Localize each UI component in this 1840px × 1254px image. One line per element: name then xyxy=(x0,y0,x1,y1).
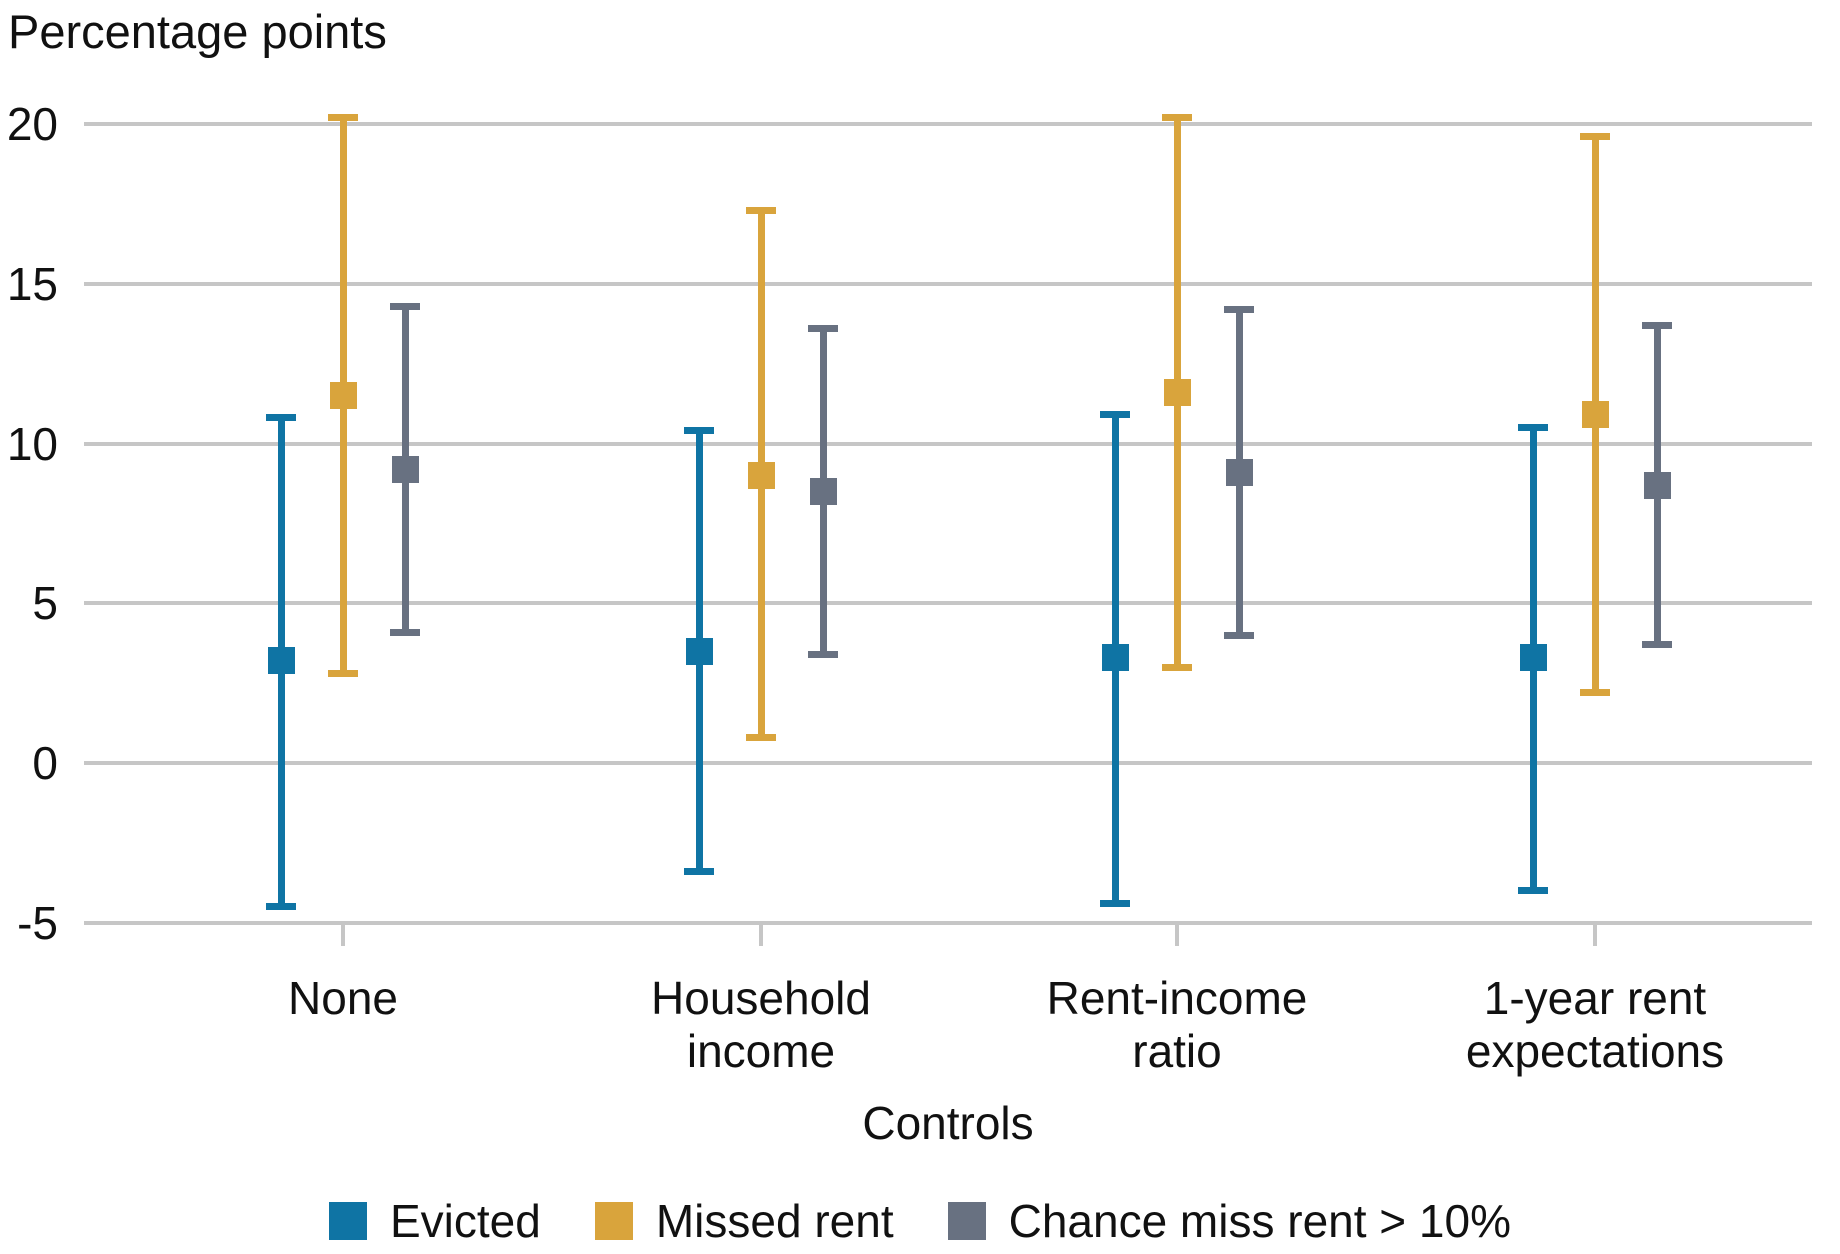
gridline-y-20 xyxy=(84,122,1812,126)
y-tick-label-5: 5 xyxy=(32,577,58,630)
x-tick-label-household-income: Household income xyxy=(651,972,871,1078)
ci-lower-cap-evicted-rent-income-ratio xyxy=(1100,900,1130,908)
point-marker-evicted-rent-income-ratio xyxy=(1101,644,1129,672)
legend-item-missed-rent: Missed rent xyxy=(594,1195,894,1247)
ci-lower-cap-chance-miss-rent-10-1-year-rent-expectations xyxy=(1642,641,1672,649)
legend-item-chance-miss-rent-10: Chance miss rent > 10% xyxy=(947,1195,1511,1247)
legend-swatch-evicted xyxy=(328,1202,367,1240)
ci-upper-cap-chance-miss-rent-10-none xyxy=(390,302,420,310)
legend-label-evicted: Evicted xyxy=(389,1195,541,1247)
point-marker-chance-miss-rent-10-rent-income-ratio xyxy=(1225,458,1253,486)
point-marker-evicted-none xyxy=(267,647,295,675)
x-tick-label-line: ratio xyxy=(1132,1025,1222,1077)
point-marker-chance-miss-rent-10-none xyxy=(391,455,419,483)
point-marker-chance-miss-rent-10-household-income xyxy=(809,477,837,505)
x-tick-none xyxy=(341,922,345,946)
x-tick-1-year-rent-expectations xyxy=(1593,922,1597,946)
x-tick-household-income xyxy=(759,922,763,946)
x-tick-label-rent-income-ratio: Rent-income ratio xyxy=(1047,972,1308,1078)
point-marker-missed-rent-rent-income-ratio xyxy=(1163,378,1191,406)
ci-lower-cap-evicted-none xyxy=(266,903,296,911)
point-marker-evicted-1-year-rent-expectations xyxy=(1519,644,1547,672)
y-tick-label-5: -5 xyxy=(17,896,58,949)
y-tick-label-20: 20 xyxy=(6,98,58,150)
y-axis-unit-title: Percentage points xyxy=(8,5,387,58)
ci-lower-cap-chance-miss-rent-10-rent-income-ratio xyxy=(1224,631,1254,639)
legend-item-evicted: Evicted xyxy=(328,1195,541,1247)
legend-label-chance-miss-rent-10: Chance miss rent > 10% xyxy=(1008,1195,1511,1247)
ci-upper-cap-evicted-rent-income-ratio xyxy=(1100,411,1130,419)
y-tick-label-10: 10 xyxy=(6,417,58,470)
gridline-y-15 xyxy=(84,281,1812,286)
ci-lower-cap-missed-rent-rent-income-ratio xyxy=(1162,663,1192,671)
point-marker-chance-miss-rent-10-1-year-rent-expectations xyxy=(1643,471,1671,499)
ci-upper-cap-missed-rent-1-year-rent-expectations xyxy=(1580,133,1610,141)
point-marker-missed-rent-1-year-rent-expectations xyxy=(1581,401,1609,429)
ci-lower-cap-missed-rent-household-income xyxy=(746,733,776,741)
ci-upper-cap-missed-rent-none xyxy=(328,114,358,122)
point-marker-missed-rent-none xyxy=(329,382,357,410)
gridline-y-5 xyxy=(84,920,1812,925)
x-tick-label-line: 1-year rent xyxy=(1483,972,1707,1024)
gridline-y-10 xyxy=(84,441,1812,446)
ci-upper-cap-chance-miss-rent-10-rent-income-ratio xyxy=(1224,305,1254,313)
ci-upper-cap-evicted-household-income xyxy=(684,427,714,435)
ci-lower-cap-chance-miss-rent-10-household-income xyxy=(808,650,838,658)
point-marker-missed-rent-household-income xyxy=(747,461,775,489)
x-tick-label-line: income xyxy=(686,1025,836,1077)
ci-upper-cap-missed-rent-household-income xyxy=(746,206,776,214)
x-tick-label-line: expectations xyxy=(1465,1025,1725,1077)
y-tick-label-0: 0 xyxy=(32,737,58,789)
x-tick-label-line: Rent-income xyxy=(1046,972,1308,1024)
ci-upper-cap-chance-miss-rent-10-household-income xyxy=(808,324,838,332)
legend-swatch-chance-miss-rent-10 xyxy=(947,1202,986,1240)
ci-lower-cap-missed-rent-1-year-rent-expectations xyxy=(1580,689,1610,697)
ci-lower-cap-chance-miss-rent-10-none xyxy=(390,628,420,636)
ci-lower-cap-evicted-1-year-rent-expectations xyxy=(1518,887,1548,895)
x-tick-rent-income-ratio xyxy=(1175,922,1179,946)
gridline-y-0 xyxy=(84,761,1812,765)
x-tick-label-line: None xyxy=(288,972,398,1024)
legend: Evicted Missed rent Chance miss rent > 10% xyxy=(0,1198,1840,1244)
ci-upper-cap-missed-rent-rent-income-ratio xyxy=(1162,114,1192,122)
ci-upper-cap-evicted-1-year-rent-expectations xyxy=(1518,424,1548,432)
point-marker-evicted-household-income xyxy=(685,637,713,665)
legend-swatch-missed-rent xyxy=(594,1202,633,1240)
y-tick-label-15: 15 xyxy=(6,257,58,310)
x-tick-label-1-year-rent-expectations: 1-year rent expectations xyxy=(1466,972,1724,1078)
x-axis-title: Controls xyxy=(862,1097,1034,1149)
x-tick-label-none: None xyxy=(288,972,398,1025)
x-tick-label-line: Household xyxy=(651,972,871,1024)
ci-upper-cap-chance-miss-rent-10-1-year-rent-expectations xyxy=(1642,321,1672,329)
legend-label-missed-rent: Missed rent xyxy=(655,1195,894,1247)
ci-lower-cap-missed-rent-none xyxy=(328,670,358,678)
gridline-y-5 xyxy=(84,601,1812,606)
ci-upper-cap-evicted-none xyxy=(266,414,296,422)
ci-lower-cap-evicted-household-income xyxy=(684,868,714,876)
